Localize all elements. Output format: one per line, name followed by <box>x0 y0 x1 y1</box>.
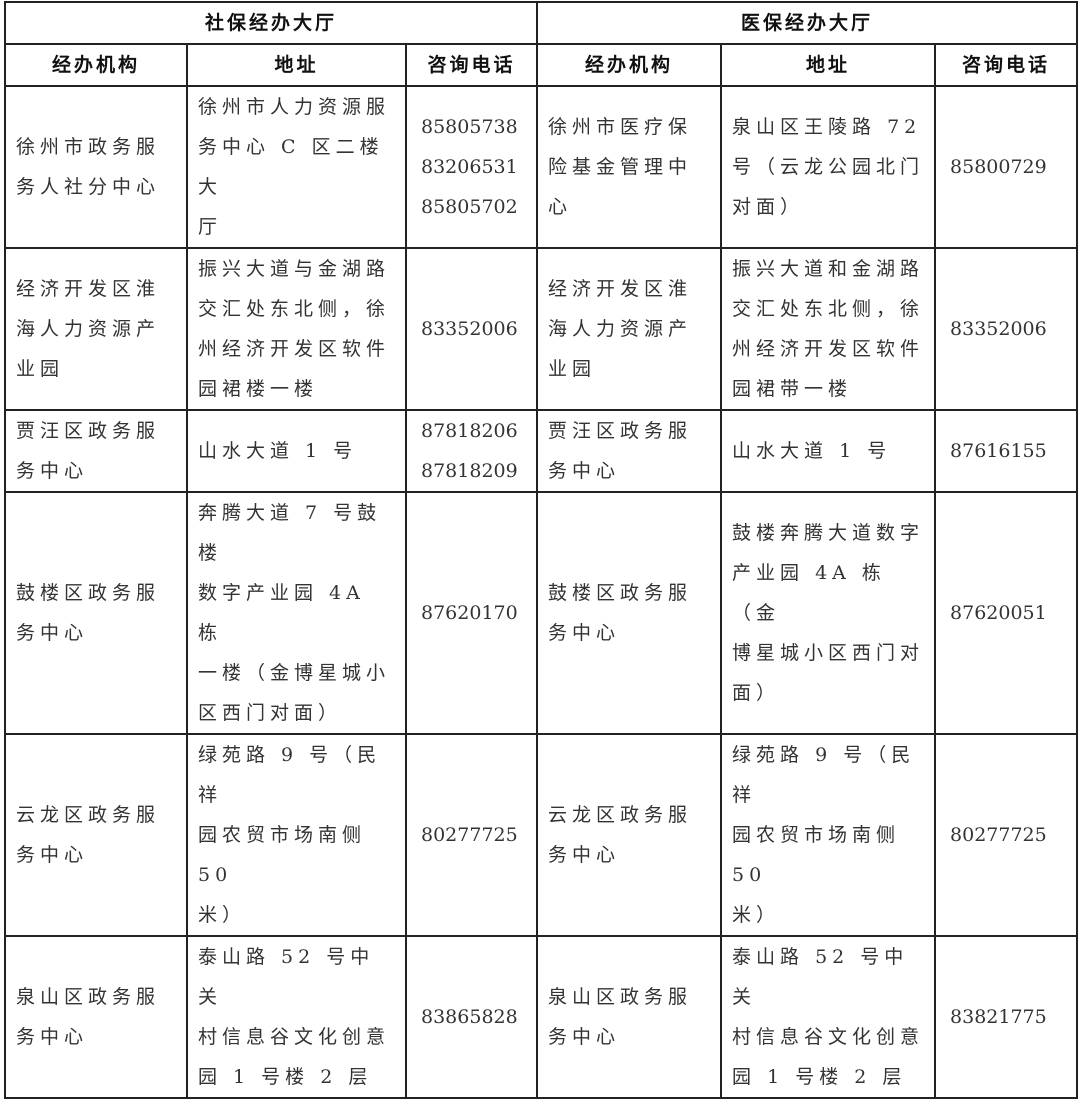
column-header-address: 地址 <box>720 43 937 87</box>
address-cell: 泰山路 52 号中关 村信息谷文化创意 园 1 号楼 2 层 <box>186 935 407 1099</box>
address-cell: 山水大道 1 号 <box>720 409 937 493</box>
phone-cell: 87818206 87818209 <box>404 409 539 493</box>
agency-cell: 鼓楼区政务服 务中心 <box>4 491 188 735</box>
column-header-agency: 经办机构 <box>4 43 188 87</box>
address-cell: 奔腾大道 7 号鼓楼 数字产业园 4A 栋 一楼（金博星城小 区西门对面） <box>186 491 407 735</box>
agency-cell: 贾汪区政务服 务中心 <box>4 409 188 493</box>
address-cell: 振兴大道和金湖路 交汇处东北侧，徐 州经济开发区软件 园裙带一楼 <box>720 247 937 411</box>
phone-cell: 83821775 <box>934 935 1079 1099</box>
address-cell: 绿苑路 9 号（民祥 园农贸市场南侧 50 米） <box>186 733 407 937</box>
column-header-phone: 咨询电话 <box>404 43 539 87</box>
agency-cell: 云龙区政务服 务中心 <box>4 733 188 937</box>
address-cell: 绿苑路 9 号（民祥 园农贸市场南侧 50 米） <box>720 733 937 937</box>
table-row: 经济开发区淮 海人力资源产 业园 振兴大道与金湖路 交汇处东北侧，徐 州经济开发区… <box>4 247 1079 411</box>
table-row: 云龙区政务服 务中心 绿苑路 9 号（民祥 园农贸市场南侧 50 米） 802777… <box>4 733 1079 937</box>
address-cell: 泉山区王陵路 72 号（云龙公园北门 对面） <box>720 85 937 249</box>
address-cell: 徐州市人力资源服 务中心 C 区二楼大 厅 <box>186 85 407 249</box>
service-hall-table: 社保经办大厅 医保经办大厅 经办机构 地址 咨询电话 经办机构 地址 咨询电话 … <box>3 1 1079 1099</box>
address-cell: 振兴大道与金湖路 交汇处东北侧，徐 州经济开发区软件 园裙楼一楼 <box>186 247 407 411</box>
column-header-phone: 咨询电话 <box>934 43 1079 87</box>
phone-cell: 80277725 <box>404 733 539 937</box>
phone-cell: 83865828 <box>404 935 539 1099</box>
table-row: 鼓楼区政务服 务中心 奔腾大道 7 号鼓楼 数字产业园 4A 栋 一楼（金博星城小… <box>4 491 1079 735</box>
phone-cell: 87616155 <box>934 409 1079 493</box>
agency-cell: 鼓楼区政务服 务中心 <box>536 491 723 735</box>
table-body: 徐州市政务服 务人社分中心 徐州市人力资源服 务中心 C 区二楼大 厅 858057… <box>4 85 1079 1099</box>
address-cell: 泰山路 52 号中关 村信息谷文化创意 园 1 号楼 2 层 <box>720 935 937 1099</box>
group-header-row: 社保经办大厅 医保经办大厅 <box>3 1 1079 45</box>
phone-cell: 83352006 <box>404 247 539 411</box>
agency-cell: 泉山区政务服 务中心 <box>4 935 188 1099</box>
agency-cell: 经济开发区淮 海人力资源产 业园 <box>4 247 188 411</box>
column-header-address: 地址 <box>186 43 407 87</box>
column-header-agency: 经办机构 <box>536 43 723 87</box>
phone-cell: 83352006 <box>934 247 1079 411</box>
table-row: 贾汪区政务服 务中心 山水大道 1 号 87818206 87818209 贾汪区政务… <box>4 409 1079 493</box>
phone-cell: 87620170 <box>404 491 539 735</box>
table-row: 泉山区政务服 务中心 泰山路 52 号中关 村信息谷文化创意 园 1 号楼 2 层… <box>4 935 1079 1099</box>
agency-cell: 徐州市政务服 务人社分中心 <box>4 85 188 249</box>
medical-insurance-hall-header: 医保经办大厅 <box>536 1 1079 45</box>
agency-cell: 贾汪区政务服 务中心 <box>536 409 723 493</box>
column-header-row: 经办机构 地址 咨询电话 经办机构 地址 咨询电话 <box>4 43 1079 87</box>
address-cell: 山水大道 1 号 <box>186 409 407 493</box>
phone-cell: 85805738 83206531 85805702 <box>404 85 539 249</box>
table-row: 徐州市政务服 务人社分中心 徐州市人力资源服 务中心 C 区二楼大 厅 858057… <box>4 85 1079 249</box>
agency-cell: 经济开发区淮 海人力资源产 业园 <box>536 247 723 411</box>
agency-cell: 徐州市医疗保 险基金管理中 心 <box>536 85 723 249</box>
address-cell: 鼓楼奔腾大道数字 产业园 4A 栋 （金 博星城小区西门对 面） <box>720 491 937 735</box>
phone-cell: 85800729 <box>934 85 1079 249</box>
phone-cell: 80277725 <box>934 733 1079 937</box>
phone-cell: 87620051 <box>934 491 1079 735</box>
social-security-hall-header: 社保经办大厅 <box>3 1 539 45</box>
agency-cell: 泉山区政务服 务中心 <box>536 935 723 1099</box>
agency-cell: 云龙区政务服 务中心 <box>536 733 723 937</box>
